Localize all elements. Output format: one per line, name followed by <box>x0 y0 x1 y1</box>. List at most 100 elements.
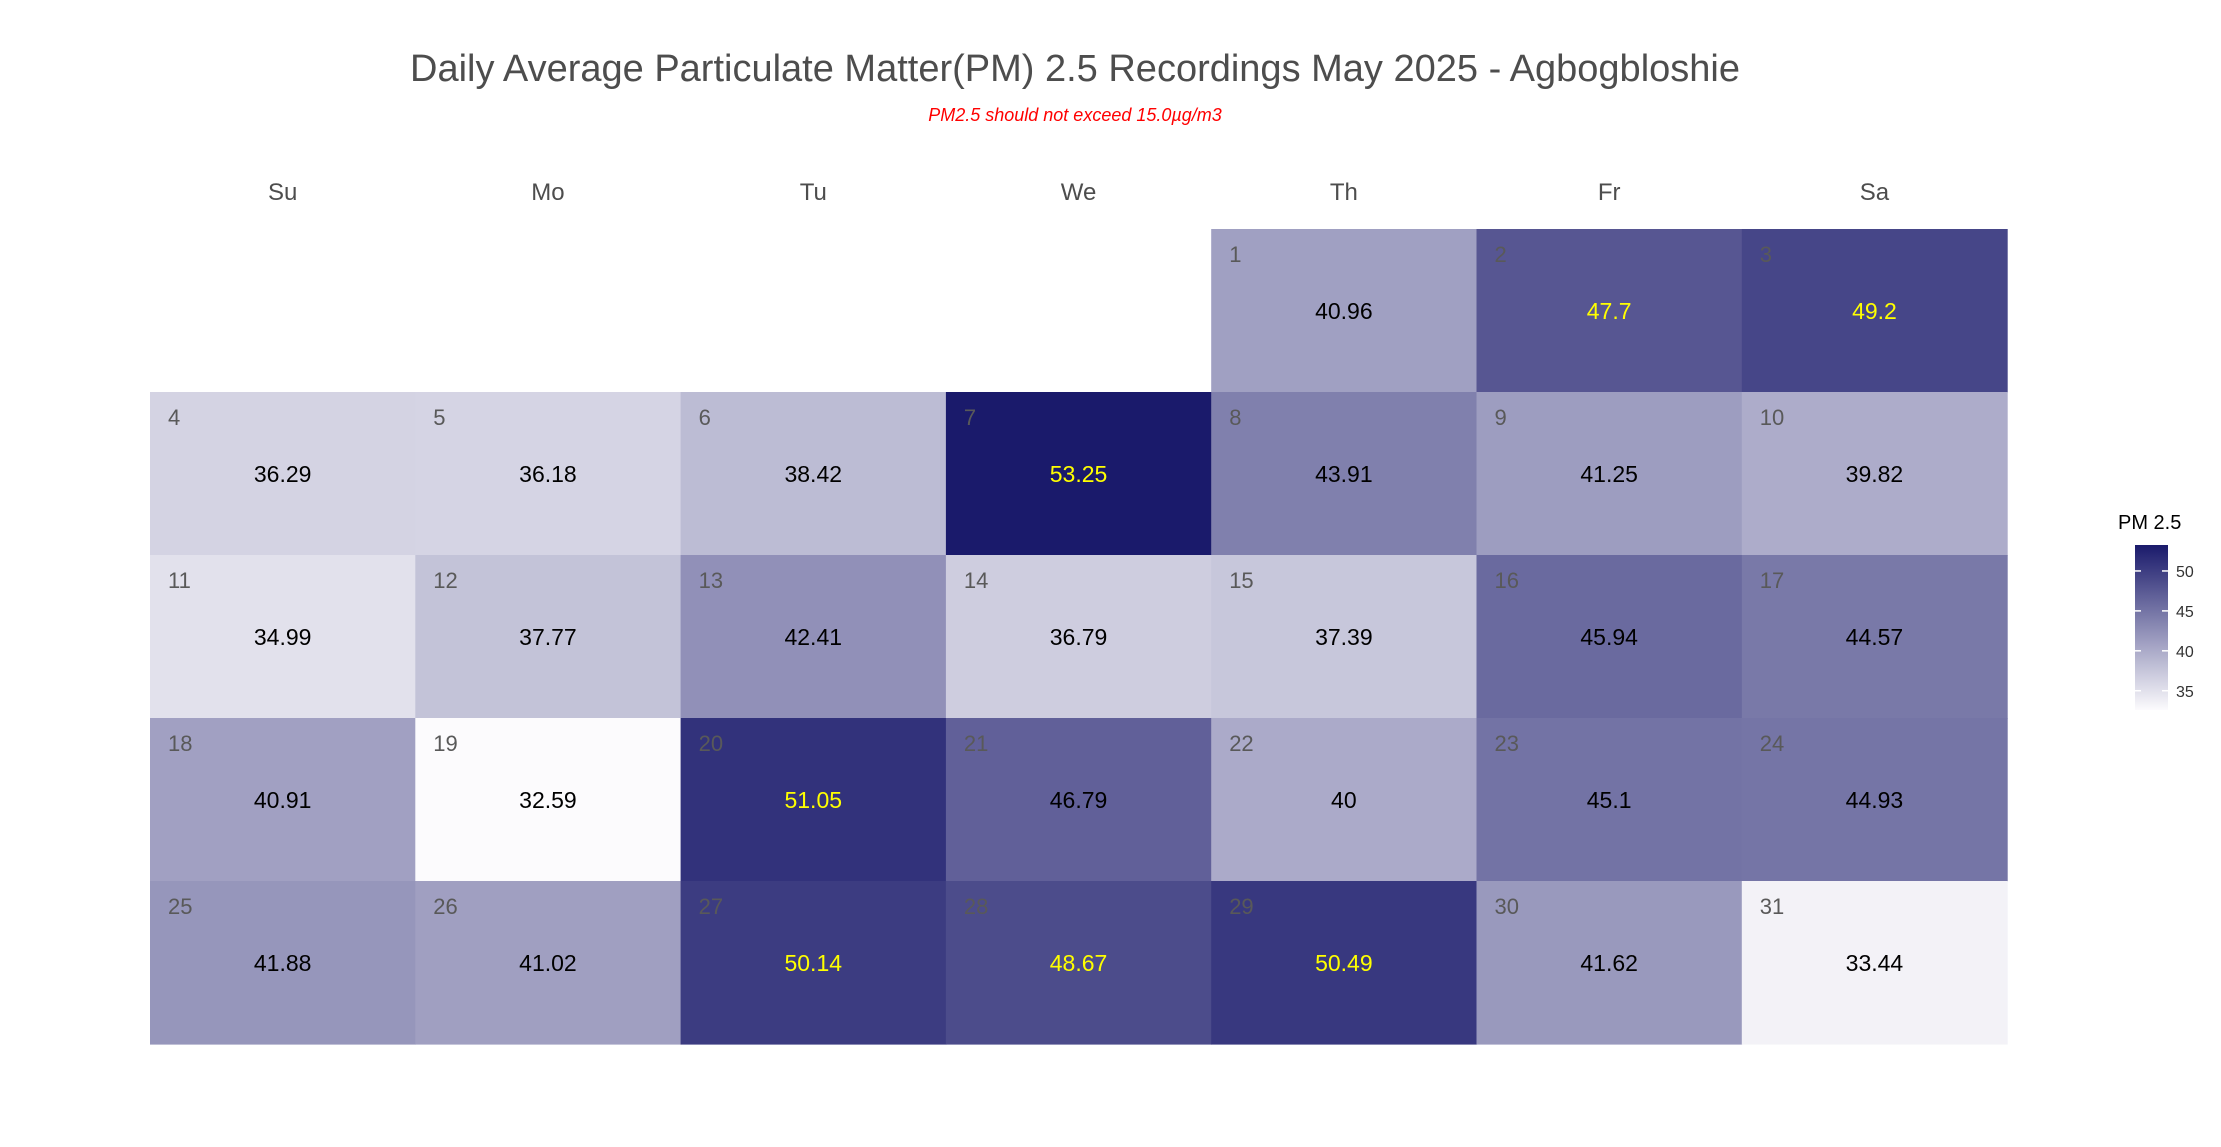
day-number-15: 15 <box>1229 568 1253 593</box>
day-number-12: 12 <box>433 568 457 593</box>
day-number-6: 6 <box>699 405 711 430</box>
value-label-12: 37.77 <box>519 624 577 650</box>
day-cell-16 <box>1476 555 1743 719</box>
value-label-24: 44.93 <box>1846 787 1904 813</box>
day-cell-22 <box>1211 718 1478 882</box>
day-number-25: 25 <box>168 894 192 919</box>
day-cell-27 <box>680 881 947 1045</box>
day-cell-31 <box>1741 881 2008 1045</box>
day-cell-26 <box>415 881 682 1045</box>
value-label-25: 41.88 <box>254 950 312 976</box>
value-label-5: 36.18 <box>519 461 577 487</box>
weekday-header-tu: Tu <box>800 179 827 206</box>
day-number-28: 28 <box>964 894 988 919</box>
day-number-9: 9 <box>1495 405 1507 430</box>
day-cell-28 <box>945 881 1212 1045</box>
day-cell-9 <box>1476 392 1743 556</box>
day-cell-3 <box>1741 229 2008 393</box>
day-number-30: 30 <box>1495 894 1519 919</box>
day-number-8: 8 <box>1229 405 1241 430</box>
weekday-header-mo: Mo <box>531 179 564 206</box>
legend-title: PM 2.5 <box>2118 512 2182 534</box>
value-label-15: 37.39 <box>1315 624 1373 650</box>
value-label-11: 34.99 <box>254 624 312 650</box>
day-cell-18 <box>150 718 416 882</box>
day-cell-13 <box>680 555 947 719</box>
value-label-3: 49.2 <box>1852 298 1897 324</box>
chart-title: Daily Average Particulate Matter(PM) 2.5… <box>410 48 1740 90</box>
weekday-header-su: Su <box>268 179 297 206</box>
day-cell-1 <box>1211 229 1478 393</box>
day-number-23: 23 <box>1495 731 1519 756</box>
chart-subtitle: PM2.5 should not exceed 15.0µg/m3 <box>928 105 1222 125</box>
value-label-6: 38.42 <box>784 461 842 487</box>
value-label-21: 46.79 <box>1050 787 1108 813</box>
day-number-1: 1 <box>1229 242 1241 267</box>
value-label-26: 41.02 <box>519 950 577 976</box>
day-cell-24 <box>1741 718 2008 882</box>
day-number-3: 3 <box>1760 242 1772 267</box>
day-cell-29 <box>1211 881 1478 1045</box>
day-number-18: 18 <box>168 731 192 756</box>
day-cell-25 <box>150 881 416 1045</box>
value-label-8: 43.91 <box>1315 461 1373 487</box>
day-cell-11 <box>150 555 416 719</box>
day-number-13: 13 <box>699 568 723 593</box>
value-label-30: 41.62 <box>1580 950 1638 976</box>
legend-tick-label-35: 35 <box>2176 684 2194 701</box>
value-label-31: 33.44 <box>1846 950 1904 976</box>
day-cell-8 <box>1211 392 1478 556</box>
day-cell-20 <box>680 718 947 882</box>
value-label-27: 50.14 <box>784 950 842 976</box>
value-label-10: 39.82 <box>1846 461 1904 487</box>
day-cell-6 <box>680 392 947 556</box>
value-label-2: 47.7 <box>1587 298 1632 324</box>
value-label-13: 42.41 <box>784 624 842 650</box>
value-label-16: 45.94 <box>1580 624 1638 650</box>
weekday-header-fr: Fr <box>1598 179 1621 206</box>
day-cell-2 <box>1476 229 1743 393</box>
day-number-4: 4 <box>168 405 180 430</box>
day-cell-15 <box>1211 555 1478 719</box>
day-cell-10 <box>1741 392 2008 556</box>
day-cell-7 <box>945 392 1212 556</box>
value-label-1: 40.96 <box>1315 298 1373 324</box>
value-label-14: 36.79 <box>1050 624 1108 650</box>
day-number-14: 14 <box>964 568 988 593</box>
day-cell-5 <box>415 392 682 556</box>
legend-tick-label-45: 45 <box>2176 604 2194 621</box>
day-number-31: 31 <box>1760 894 1784 919</box>
day-number-7: 7 <box>964 405 976 430</box>
day-cell-17 <box>1741 555 2008 719</box>
day-number-27: 27 <box>699 894 723 919</box>
value-label-23: 45.1 <box>1587 787 1632 813</box>
day-cell-14 <box>945 555 1212 719</box>
day-number-29: 29 <box>1229 894 1253 919</box>
value-label-28: 48.67 <box>1050 950 1108 976</box>
day-cell-4 <box>150 392 416 556</box>
value-label-7: 53.25 <box>1050 461 1108 487</box>
legend-tick-label-40: 40 <box>2176 644 2194 661</box>
day-number-5: 5 <box>433 405 445 430</box>
day-number-26: 26 <box>433 894 457 919</box>
weekday-header-th: Th <box>1330 179 1358 206</box>
day-cell-12 <box>415 555 682 719</box>
day-number-16: 16 <box>1495 568 1519 593</box>
day-number-11: 11 <box>168 568 191 593</box>
value-label-18: 40.91 <box>254 787 312 813</box>
day-cell-23 <box>1476 718 1743 882</box>
weekday-header-we: We <box>1061 179 1097 206</box>
day-cell-21 <box>945 718 1212 882</box>
day-number-22: 22 <box>1229 731 1253 756</box>
day-number-10: 10 <box>1760 405 1784 430</box>
day-number-2: 2 <box>1495 242 1507 267</box>
value-label-19: 32.59 <box>519 787 577 813</box>
day-number-17: 17 <box>1760 568 1784 593</box>
legend-color-bar <box>2135 545 2168 710</box>
value-label-4: 36.29 <box>254 461 312 487</box>
value-label-22: 40 <box>1331 787 1357 813</box>
value-label-29: 50.49 <box>1315 950 1373 976</box>
legend-tick-label-50: 50 <box>2176 564 2194 581</box>
day-cell-19 <box>415 718 682 882</box>
